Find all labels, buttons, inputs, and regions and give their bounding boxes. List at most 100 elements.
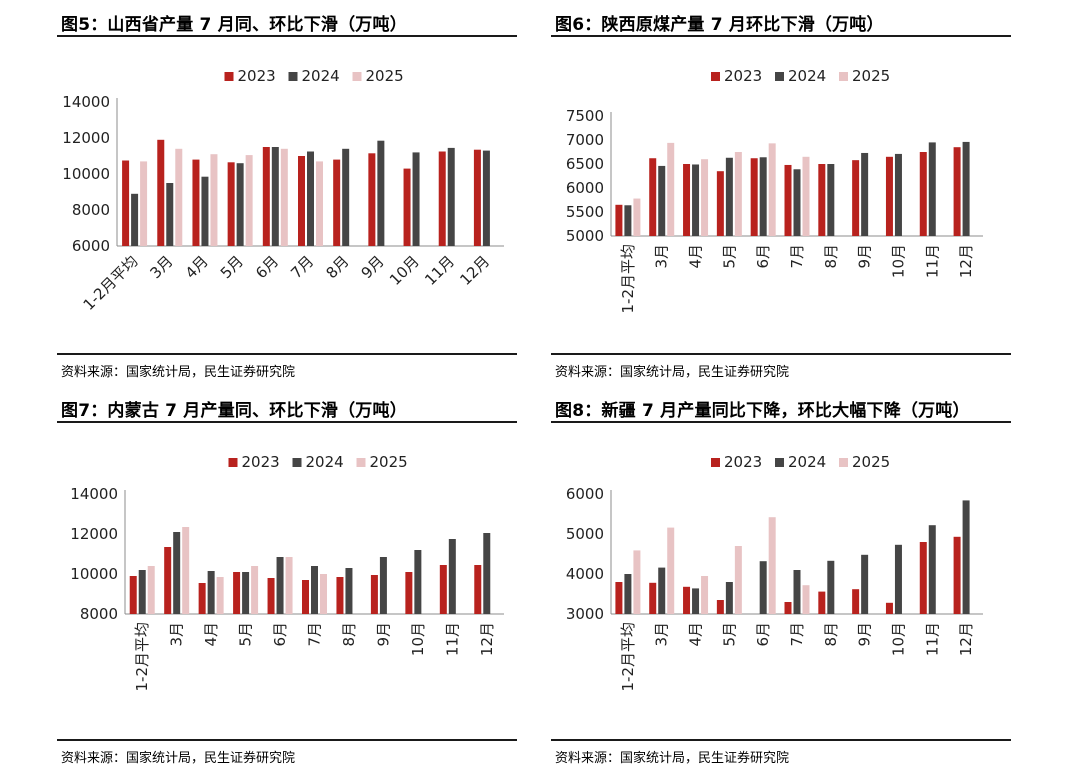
x-tick-label: 6月: [271, 622, 289, 647]
bar-2023-8: [885, 602, 893, 614]
legend-entry-2025: 2025: [352, 67, 404, 85]
chart-panel-3: 图7：内蒙古 7 月产量同、环比下滑（万吨） 2023 2024 2025 8000 1…: [57, 386, 517, 773]
bar-2024-5: [307, 151, 314, 246]
legend-label: 2025: [852, 67, 890, 85]
legend-label: 2024: [306, 453, 344, 471]
legend-swatch: [775, 458, 784, 467]
bar-2025-5: [802, 585, 810, 614]
bar-2024-10: [962, 141, 970, 236]
bar-2023-1: [164, 547, 172, 614]
x-tick-label: 5月: [237, 622, 255, 647]
x-tick-label: 4月: [687, 244, 705, 269]
bar-2025-4: [285, 557, 293, 614]
bar-2023-8: [885, 156, 893, 236]
bar-2024-9: [447, 147, 455, 246]
bar-2023-6: [336, 577, 344, 614]
bar-2024-6: [827, 164, 835, 236]
bar-2024-1: [658, 165, 666, 236]
title-divider: [551, 35, 1011, 37]
bar-2023-7: [370, 575, 378, 614]
x-tick-label: 8月: [822, 622, 840, 647]
y-tick-label: 5000: [566, 227, 604, 245]
bar-2023-1: [649, 582, 657, 614]
x-tick-label: 10月: [386, 252, 423, 289]
legend-entry-2023: 2023: [228, 453, 280, 471]
bar-2023-1: [649, 158, 657, 236]
bar-2023-3: [227, 162, 235, 246]
x-tick-label: 11月: [443, 622, 461, 656]
bar-2023-4: [750, 158, 758, 236]
bar-2023-5: [302, 580, 309, 614]
legend-entry-2023: 2023: [711, 67, 762, 85]
legend-entry-2024: 2024: [288, 67, 340, 85]
bar-2024-7: [861, 554, 869, 614]
legend-swatch: [228, 458, 238, 467]
bar-2023-7: [852, 160, 860, 236]
y-tick-label: 10000: [62, 165, 110, 183]
bar-2025-5: [802, 156, 810, 236]
bar-2023-0: [129, 576, 137, 614]
chart-panel-2: 图6：陕西原煤产量 7 月环比下滑（万吨） 2023 2024 2025 5000 55…: [551, 0, 1011, 387]
bar-2024-10: [482, 150, 490, 246]
bar-2024-2: [201, 176, 209, 246]
bar-2025-1: [667, 142, 675, 236]
bar-2024-0: [131, 193, 139, 246]
bar-2024-3: [236, 163, 244, 246]
bar-2025-4: [768, 143, 776, 236]
bar-2023-6: [818, 591, 826, 614]
legend-entry-2023: 2023: [224, 67, 276, 85]
legend-label: 2025: [366, 67, 404, 85]
chart-title: 图7：内蒙古 7 月产量同、环比下滑（万吨）: [61, 401, 407, 421]
x-tick-label: 1-2月平均: [619, 244, 637, 314]
bar-2025-1: [182, 527, 190, 614]
y-tick-label: 6000: [566, 485, 604, 503]
bar-2023-6: [818, 164, 826, 236]
legend-swatch: [356, 458, 366, 467]
x-tick-label: 4月: [687, 622, 705, 647]
x-tick-label: 3月: [653, 622, 671, 647]
legend-label: 2023: [724, 453, 762, 471]
y-tick-label: 6500: [566, 155, 604, 173]
source-note: 资料来源：国家统计局，民生证券研究院: [555, 365, 790, 380]
bar-2023-7: [852, 589, 860, 614]
y-tick-label: 7500: [566, 107, 604, 125]
chart-title: 图5：山西省产量 7 月同、环比下滑（万吨）: [61, 15, 407, 35]
x-tick-label: 1-2月平均: [133, 622, 151, 692]
legend-swatch: [288, 72, 298, 81]
bar-2025-5: [316, 161, 323, 246]
bar-2023-0: [615, 582, 623, 614]
legend-label: 2023: [238, 67, 276, 85]
bar-2025-0: [633, 550, 641, 614]
bar-2025-1: [667, 527, 675, 614]
bar-2023-0: [122, 160, 130, 246]
x-tick-label: 4月: [202, 622, 220, 647]
x-tick-label: 10月: [889, 244, 907, 278]
bar-2023-0: [615, 204, 623, 236]
bar-2023-4: [267, 578, 275, 614]
x-tick-label: 7月: [788, 244, 806, 269]
y-tick-label: 5000: [566, 525, 604, 543]
bar-2024-8: [894, 153, 902, 236]
source-divider: [57, 739, 517, 741]
bar-2025-3: [245, 155, 253, 246]
bar-2023-10: [953, 147, 961, 236]
bar-2023-4: [262, 147, 270, 246]
bar-2024-4: [271, 147, 279, 246]
y-tick-label: 12000: [62, 129, 110, 147]
x-tick-label: 8月: [322, 252, 352, 282]
bar-2024-0: [624, 574, 632, 614]
x-tick-label: 9月: [856, 622, 874, 647]
y-tick-label: 8000: [80, 605, 118, 623]
bar-2024-10: [962, 500, 970, 614]
bar-2024-10: [483, 533, 491, 614]
bar-2023-10: [473, 149, 481, 246]
bar-2023-3: [716, 171, 724, 236]
y-tick-label: 14000: [70, 485, 118, 503]
bar-2024-4: [759, 561, 767, 614]
bar-2023-5: [784, 602, 792, 614]
x-tick-label: 12月: [957, 244, 975, 278]
legend-label: 2023: [724, 67, 762, 85]
y-tick-label: 7000: [566, 131, 604, 149]
x-tick-label: 4月: [182, 252, 212, 282]
bar-2025-2: [216, 577, 224, 614]
